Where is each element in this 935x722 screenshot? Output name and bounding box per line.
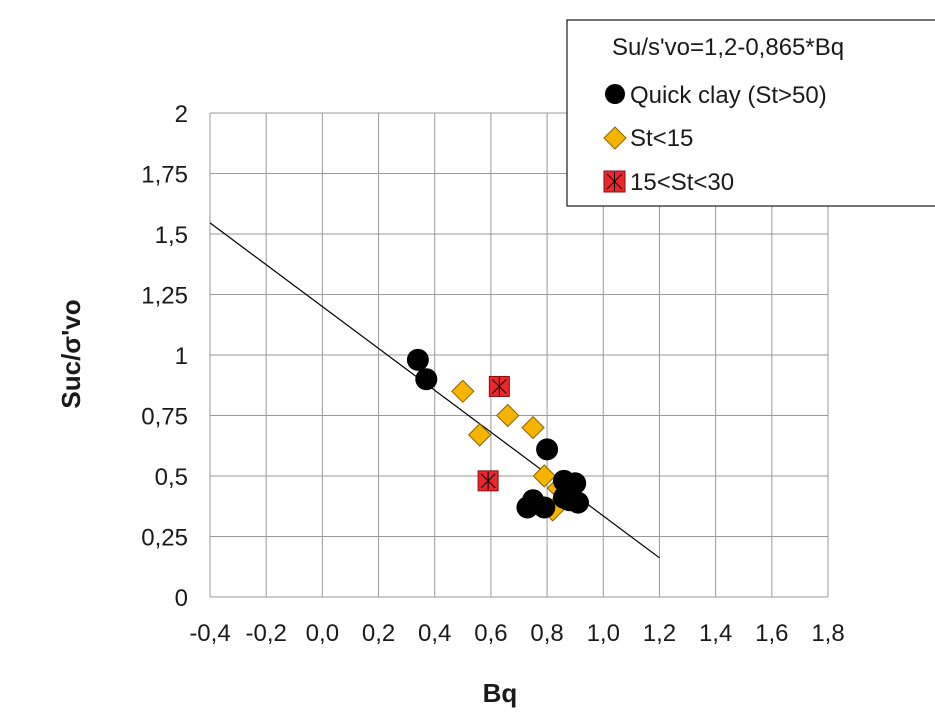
point-circle-0 (406, 348, 429, 371)
point-circle-2 (536, 438, 559, 461)
point-circle-1 (415, 368, 438, 391)
x-tick-label-1: -0,2 (246, 620, 287, 647)
x-tick-label-4: 0,4 (418, 620, 451, 647)
point-circle-11 (566, 491, 589, 514)
legend-label-st15-30: 15<St<30 (630, 169, 734, 196)
point-diamond-1 (496, 403, 520, 428)
x-tick-label-5: 0,6 (474, 620, 507, 647)
point-diamond-0 (451, 379, 475, 404)
x-tick-label-6: 0,8 (530, 620, 563, 647)
legend-marker-st15 (603, 126, 627, 150)
x-tick-label-3: 0,2 (362, 620, 395, 647)
y-tick-label-0: 0 (175, 585, 188, 612)
x-tick-label-10: 1,6 (755, 620, 788, 647)
y-tick-label-8: 2 (175, 101, 188, 128)
y-tick-label-6: 1,5 (155, 222, 188, 249)
point-diamond-4 (532, 464, 556, 488)
legend-label-quick-clay: Quick clay (St>50) (630, 82, 827, 109)
x-tick-label-9: 1,4 (699, 620, 732, 647)
point-circle-9 (564, 472, 587, 495)
tick-labels: -0,4 -0,2 0,0 0,2 0,4 0,6 0,8 1,0 1,2 1,4 1,6 1,8 0 0… (141, 101, 844, 647)
point-circle-5 (533, 496, 556, 519)
legend-label-st15: St<15 (630, 125, 693, 152)
x-tick-label-8: 1,2 (643, 620, 676, 647)
y-tick-label-1: 0,25 (141, 525, 188, 552)
x-tick-label-0: -0,4 (189, 620, 230, 647)
x-tick-label-2: 0,0 (306, 620, 339, 647)
y-tick-label-2: 0,5 (155, 464, 188, 491)
x-tick-label-11: 1,8 (811, 620, 844, 647)
legend-marker-quick-clay (605, 84, 625, 104)
legend: Su/s'vo=1,2-0,865*Bq Quick clay (St>50) … (566, 19, 935, 207)
y-tick-label-7: 1,75 (141, 162, 188, 189)
data-points (406, 348, 589, 522)
y-tick-label-5: 1,25 (141, 283, 188, 310)
legend-marker-st15-30 (603, 170, 626, 193)
x-tick-label-7: 1,0 (587, 620, 620, 647)
legend-fit-line-label: Su/s'vo=1,2-0,865*Bq (612, 34, 844, 61)
y-tick-label-3: 0,75 (141, 404, 188, 431)
point-square-cross-0 (488, 375, 510, 397)
point-diamond-2 (467, 423, 492, 447)
legend-box (566, 19, 935, 207)
x-axis-title: Bq (483, 678, 518, 708)
point-diamond-3 (521, 415, 545, 440)
y-axis-title: Suc/σ'vo (56, 299, 86, 408)
y-tick-label-4: 1 (175, 343, 188, 370)
point-square-cross-1 (477, 470, 499, 492)
